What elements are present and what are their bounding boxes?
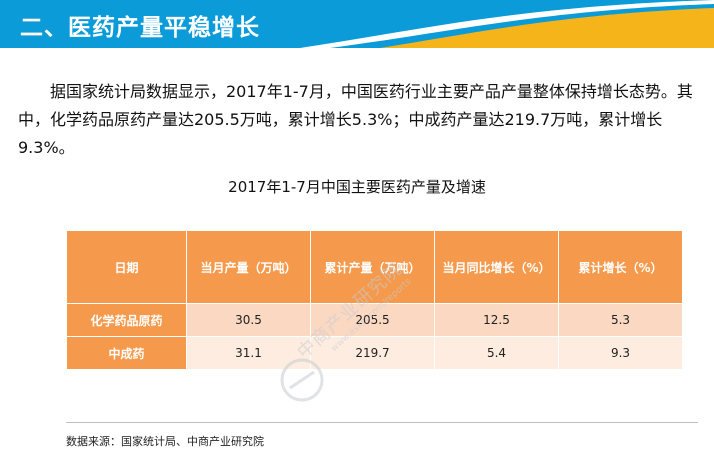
table-row: 化学药品原药 30.5 205.5 12.5 5.3 bbox=[66, 303, 683, 337]
table-title: 2017年1-7月中国主要医药产量及增速 bbox=[228, 178, 486, 196]
data-source-note: 数据来源：国家统计局、中商产业研究院 bbox=[66, 435, 264, 448]
header-decoration-curve bbox=[300, 0, 714, 48]
column-header: 累计产量（万吨） bbox=[310, 230, 435, 304]
table-cell: 205.5 bbox=[310, 303, 435, 337]
column-header: 累计增长（%） bbox=[558, 230, 683, 304]
table-cell: 5.4 bbox=[434, 336, 559, 370]
column-header: 当月同比增长（%） bbox=[434, 230, 559, 304]
table-cell: 12.5 bbox=[434, 303, 559, 337]
table-row: 中成药 31.1 219.7 5.4 9.3 bbox=[66, 336, 683, 370]
table-cell: 9.3 bbox=[558, 336, 683, 370]
table-cell: 5.3 bbox=[558, 303, 683, 337]
footer-divider bbox=[66, 422, 698, 423]
section-title: 二、医药产量平稳增长 bbox=[20, 15, 260, 41]
table-cell: 219.7 bbox=[310, 336, 435, 370]
column-header: 当月产量（万吨） bbox=[186, 230, 311, 304]
table-cell: 30.5 bbox=[186, 303, 311, 337]
row-label: 化学药品原药 bbox=[66, 303, 187, 337]
production-table: 日期 当月产量（万吨） 累计产量（万吨） 当月同比增长（%） 累计增长（%） 化… bbox=[66, 230, 683, 370]
column-header: 日期 bbox=[66, 230, 187, 304]
table-cell: 31.1 bbox=[186, 336, 311, 370]
row-label: 中成药 bbox=[66, 336, 187, 370]
intro-paragraph-text: 据国家统计局数据显示，2017年1-7月，中国医药行业主要产品产量整体保持增长态… bbox=[18, 82, 693, 157]
header-band: 二、医药产量平稳增长 bbox=[0, 0, 714, 48]
intro-paragraph: 据国家统计局数据显示，2017年1-7月，中国医药行业主要产品产量整体保持增长态… bbox=[18, 78, 708, 162]
table-header-row: 日期 当月产量（万吨） 累计产量（万吨） 当月同比增长（%） 累计增长（%） bbox=[66, 230, 683, 304]
